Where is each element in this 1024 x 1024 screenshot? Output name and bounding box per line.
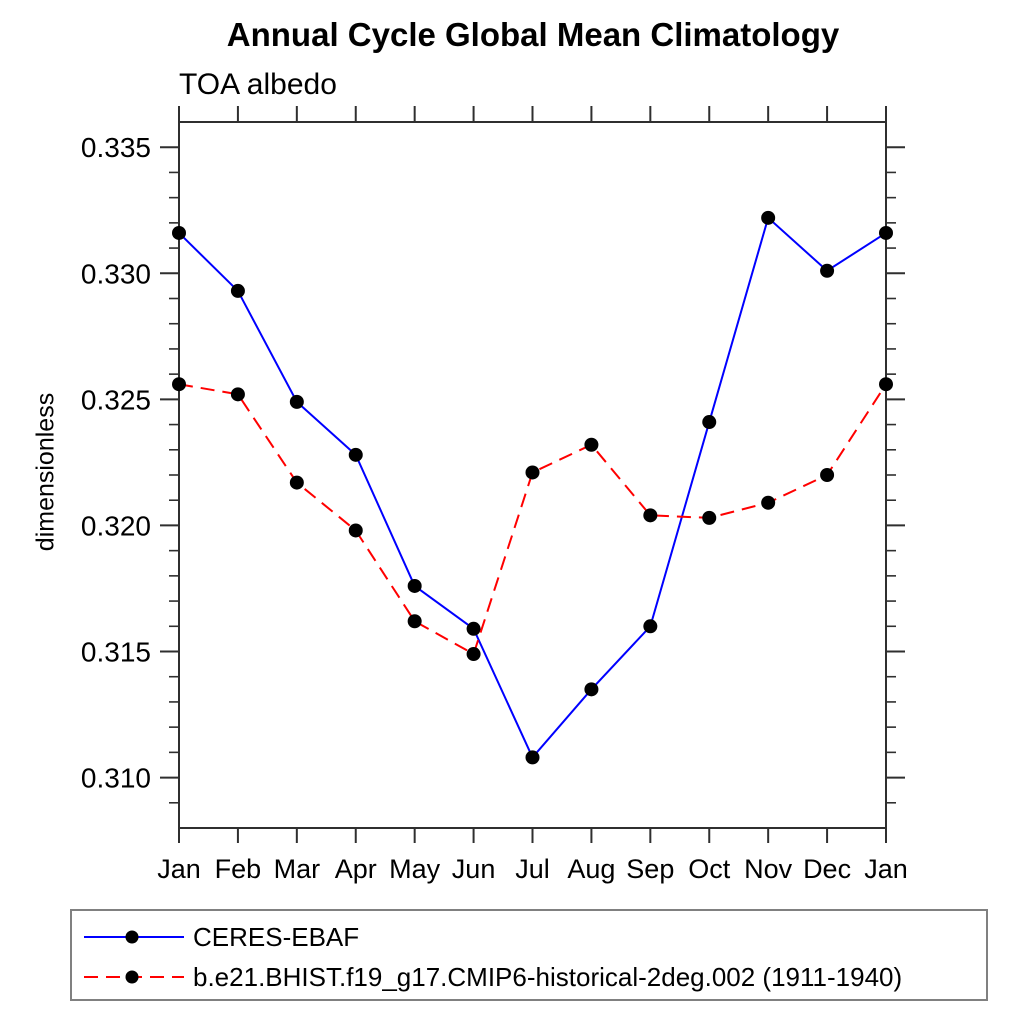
data-point-marker [584,682,599,697]
data-point-marker [702,510,717,525]
data-point-marker [230,387,245,402]
data-point-marker [466,621,481,636]
legend-item: b.e21.BHIST.f19_g17.CMIP6-historical-2de… [84,962,902,992]
x-tick-label: Oct [688,854,731,884]
x-tick-label: Sep [626,854,674,884]
data-point-marker [172,225,186,240]
x-tick-label: Nov [744,854,793,884]
x-tick-label: Jan [864,854,908,884]
data-point-marker [820,263,835,278]
data-point-marker [584,437,599,452]
y-tick-label: 0.310 [81,763,151,794]
y-tick-label: 0.315 [81,637,151,668]
data-point-marker [230,283,245,298]
series-0 [172,210,893,765]
data-point-marker [761,210,776,225]
y-axis-ticks: 0.310 0.315 0.320 0.325 0.330 0.335 [81,132,905,804]
x-tick-label: Jul [515,854,550,884]
series-line-0 [178,216,887,760]
data-point-marker [348,523,363,538]
legend-label: b.e21.BHIST.f19_g17.CMIP6-historical-2de… [193,961,903,992]
x-tick-label: Jan [157,854,201,884]
data-point-marker [348,447,363,462]
legend-line-sample-obs [84,930,184,944]
data-point-marker [525,465,540,480]
legend-marker [125,930,139,944]
x-tick-label: Jun [452,854,496,884]
x-tick-label: Mar [274,854,321,884]
x-axis-ticks: Jan Feb Mar Apr May Jun Jul Aug Sep Oct Nov Dec Jan [157,106,908,884]
legend: CERES-EBAF b.e21.BHIST.f19_g17.CMIP6-his… [70,909,988,1001]
legend-label: CERES-EBAF [193,921,360,952]
series-1 [172,377,893,662]
x-tick-label: Feb [215,854,262,884]
data-point-marker [525,750,540,765]
legend-item: CERES-EBAF [84,922,359,952]
data-point-marker [172,377,186,392]
legend-marker [125,970,139,984]
x-tick-label: Apr [335,854,377,884]
data-point-marker [761,495,776,510]
x-tick-label: Dec [803,854,851,884]
series-line-1 [178,383,887,656]
x-tick-label: May [389,854,441,884]
data-point-marker [466,647,481,662]
chart-subtitle: TOA albedo [179,68,337,101]
data-point-marker [407,578,422,593]
x-tick-label: Aug [567,854,615,884]
data-point-marker [702,415,717,430]
y-tick-label: 0.335 [81,132,151,163]
data-point-marker [407,614,422,629]
data-point-marker [289,475,304,490]
chart-title: Annual Cycle Global Mean Climatology [226,16,840,53]
y-tick-label: 0.320 [81,510,151,541]
data-point-marker [820,468,835,482]
legend-line-sample-model [84,970,184,984]
data-point-marker [289,394,304,409]
data-point-marker [643,619,658,634]
y-tick-label: 0.330 [81,258,151,289]
data-point-marker [643,508,658,523]
data-point-marker [879,377,893,392]
data-point-marker [879,225,893,240]
y-tick-label: 0.325 [81,384,151,415]
